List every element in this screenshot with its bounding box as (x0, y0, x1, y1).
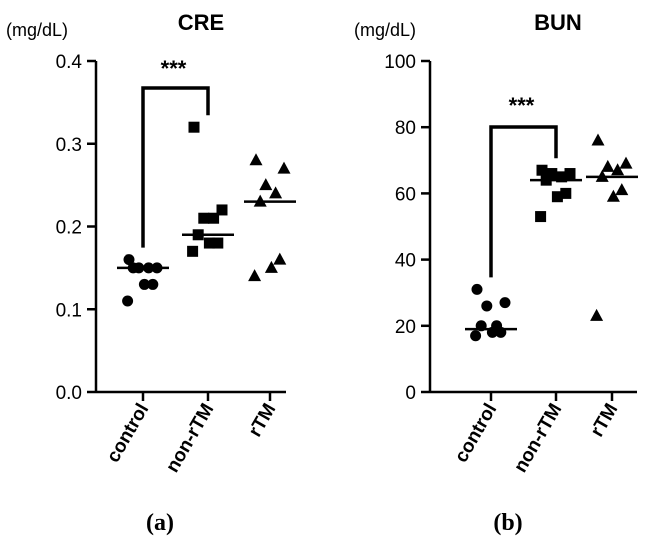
cre-point-non-rtm (188, 121, 200, 133)
cre-point-control (147, 278, 159, 290)
cre-point-rtm (259, 178, 273, 191)
bun-y-unit: (mg/dL) (354, 20, 416, 40)
bun-y-tick-label: 40 (395, 251, 416, 272)
bun-category-label-non-rtm: non-rTM (510, 400, 566, 476)
cre-chart-title: CRE (178, 10, 224, 35)
bun-x-ticks: control non-rTM rTM (451, 392, 622, 476)
bun-point-control (481, 300, 493, 312)
bun-significance-label: *** (509, 93, 535, 118)
bun-point-control (499, 297, 511, 309)
bun-y-ticks: 0 20 40 60 80 100 (384, 52, 430, 404)
cre-point-control (123, 254, 135, 266)
bun-point-rtm (615, 183, 629, 196)
cre-significance-label: *** (161, 56, 187, 81)
cre-category-label-control: control (103, 400, 153, 466)
bun-significance-bracket (489, 125, 558, 278)
cre-y-tick-label: 0.0 (56, 383, 82, 404)
bun-point-non-rtm (560, 187, 572, 199)
cre-significance: *** (141, 56, 210, 248)
cre-point-non-rtm (187, 245, 199, 257)
bun-point-control (470, 330, 482, 342)
cre-y-tick-label: 0.1 (56, 300, 82, 321)
cre-significance-bracket (141, 86, 210, 248)
cre-point-rtm (273, 252, 287, 265)
cre-y-tick-label: 0.3 (56, 135, 82, 156)
cre-point-rtm (269, 186, 283, 199)
bun-significance: *** (489, 93, 558, 278)
panel-bun: BUN (mg/dL) 0 20 40 60 80 100 control non-rTM r… (354, 10, 638, 536)
panel-label-a: (a) (146, 510, 174, 536)
bun-point-rtm (591, 133, 605, 146)
cre-y-tick-label: 0.2 (56, 218, 82, 239)
cre-y-ticks: 0.0 0.1 0.2 0.3 0.4 (56, 52, 96, 404)
cre-y-unit: (mg/dL) (6, 20, 68, 40)
bun-y-tick-label: 80 (395, 118, 416, 139)
cre-category-label-non-rtm: non-rTM (162, 400, 218, 476)
bun-point-rtm (601, 159, 615, 172)
cre-point-control (138, 278, 150, 290)
cre-point-non-rtm (216, 204, 228, 216)
bun-y-tick-label: 0 (405, 383, 416, 404)
cre-point-rtm (277, 161, 291, 174)
bun-point-non-rtm (551, 191, 563, 203)
bun-point-rtm (611, 163, 625, 176)
bun-point-rtm (619, 156, 633, 169)
bun-chart-title: BUN (534, 10, 582, 35)
cre-point-rtm (249, 153, 263, 166)
panel-cre: CRE (mg/dL) 0.0 0.1 0.2 0.3 0.4 control non-r… (6, 10, 296, 536)
cre-point-non-rtm (198, 212, 210, 224)
bun-point-non-rtm (536, 164, 548, 176)
bun-point-rtm (606, 189, 620, 202)
bun-point-control (471, 283, 483, 295)
bun-y-tick-label: 60 (395, 184, 416, 205)
bun-point-non-rtm (535, 211, 547, 223)
cre-point-non-rtm (208, 212, 220, 224)
cre-point-rtm (264, 260, 278, 273)
cre-point-control (122, 295, 134, 307)
bun-y-tick-label: 100 (384, 52, 416, 73)
bun-category-label-rtm: rTM (587, 400, 623, 441)
cre-y-tick-label: 0.4 (56, 52, 83, 73)
panel-label-b: (b) (493, 510, 522, 536)
cre-x-ticks: control non-rTM rTM (103, 392, 280, 476)
bun-point-non-rtm (564, 168, 576, 180)
bun-category-label-control: control (451, 400, 501, 466)
cre-point-non-rtm (212, 237, 224, 249)
bun-point-non-rtm (546, 168, 558, 180)
cre-point-non-rtm (203, 237, 215, 249)
bun-point-non-rtm (556, 171, 568, 183)
bun-y-tick-label: 20 (395, 317, 416, 338)
cre-point-rtm (248, 269, 262, 282)
cre-category-label-rtm: rTM (245, 400, 281, 441)
bun-point-rtm (590, 308, 604, 321)
bun-data-points (465, 133, 638, 342)
cre-data-points (117, 121, 296, 307)
